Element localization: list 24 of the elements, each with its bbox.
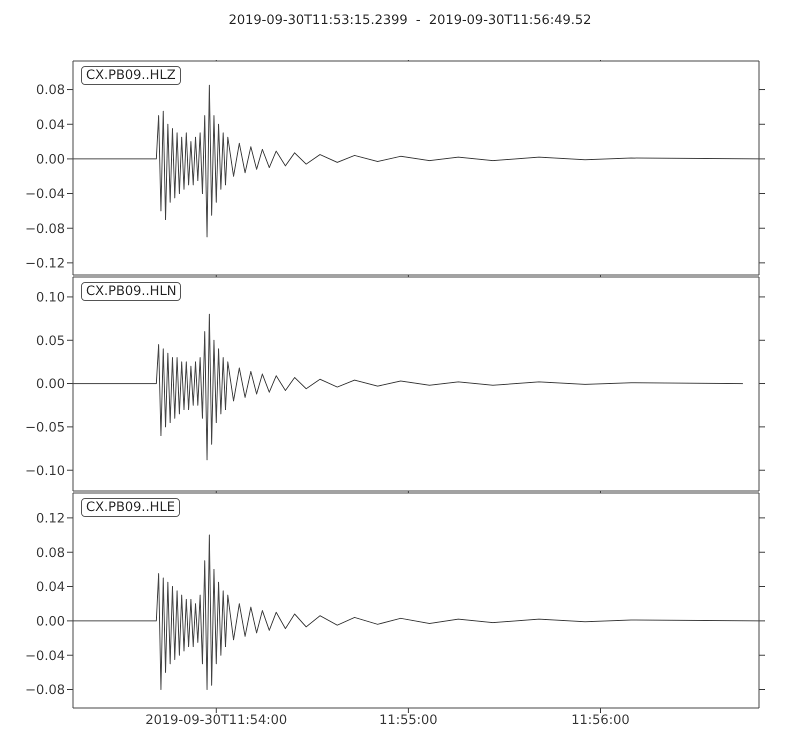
y-tick-label: −0.12 (25, 256, 65, 272)
y-tick-label: −0.08 (25, 222, 65, 237)
y-tick-label: 0.12 (36, 512, 65, 527)
y-tick-label: 0.00 (36, 152, 65, 168)
y-tick-label: −0.04 (25, 648, 65, 664)
y-tick-label: 0.10 (36, 290, 65, 306)
y-tick-label: −0.05 (25, 420, 65, 436)
annotation: CX.PB09..HLZ (81, 66, 181, 85)
y-tick-label: 0.08 (36, 546, 65, 561)
y-tick-label: −0.10 (25, 464, 65, 479)
x-tick-label: 11:55:00 (379, 713, 438, 728)
x-tick-label: 2019-09-30T11:54:00 (145, 713, 288, 728)
y-tick-label: 0.04 (36, 118, 65, 133)
y-tick-label: 0.00 (36, 614, 65, 630)
y-tick-label: 0.04 (36, 580, 65, 596)
y-tick-label: 0.05 (36, 334, 65, 349)
y-tick-label: −0.04 (25, 187, 65, 202)
y-tick-label: 0.08 (36, 83, 65, 98)
y-tick-label: −0.08 (25, 683, 65, 698)
x-tick-label: 11:56:00 (571, 713, 630, 728)
y-tick-label: 0.00 (36, 377, 65, 392)
chart-title: 2019-09-30T11:53:15.2399 - 2019-09-30T11:56:49.52 (228, 12, 592, 30)
annotation: CX.PB09..HLE (81, 498, 180, 517)
annotation: CX.PB09..HLN (81, 282, 182, 301)
